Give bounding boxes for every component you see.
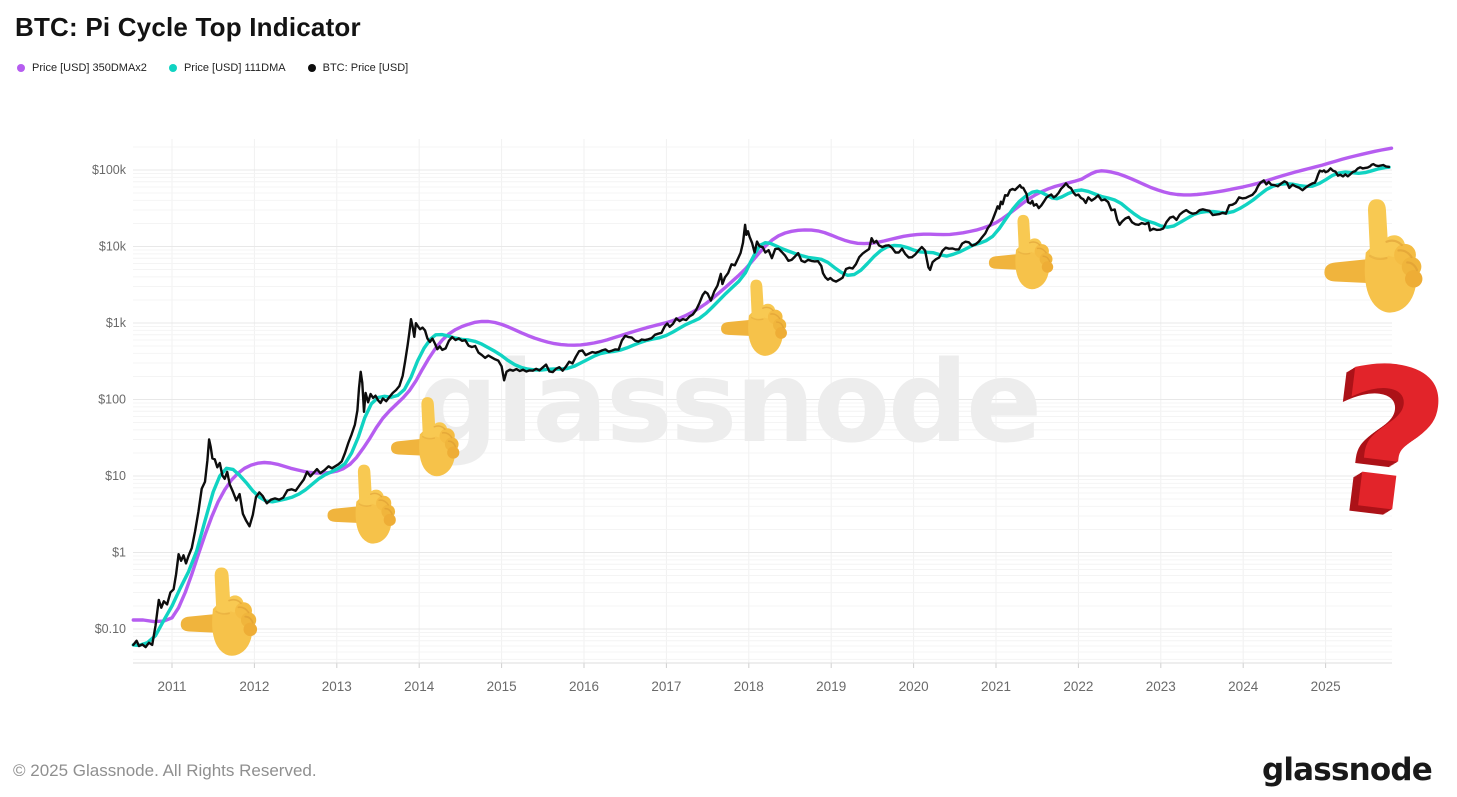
legend-item-label: Price [USD] 111DMA (183, 62, 286, 74)
series-line-btc-price-usd- (132, 162, 1391, 649)
svg-text:?: ? (1315, 324, 1455, 563)
y-axis-tick-label: $1 (112, 546, 126, 560)
x-axis-tick-label: 2012 (239, 679, 269, 694)
series-line-price-usd-111dma (131, 165, 1391, 648)
x-axis-tick-label: 2020 (899, 679, 929, 694)
svg-text:?: ? (1314, 325, 1454, 564)
x-axis-tick-label: 2014 (404, 679, 435, 694)
svg-text:?: ? (1320, 322, 1457, 561)
svg-text:?: ? (1311, 327, 1451, 566)
plot-area[interactable] (133, 139, 1392, 663)
x-axis-tick-label: 2011 (157, 679, 186, 694)
series-lines (131, 146, 1394, 649)
y-axis-tick-label: $10 (105, 469, 126, 483)
legend-dot-icon (168, 64, 177, 72)
axes: 2011 2012 2013 2014 2015 2016 2017 2018 2019 2020… (92, 163, 1392, 694)
annotation-markers: ????????? (179, 198, 1457, 657)
svg-text:?: ? (1316, 324, 1456, 563)
x-axis-tick-label: 2021 (981, 679, 1011, 694)
y-axis-tick-label: $1k (106, 316, 127, 330)
legend-item-label: Price [USD] 350DMAx2 (32, 62, 147, 74)
svg-text:?: ? (1317, 323, 1457, 562)
x-axis-tick-label: 2024 (1228, 679, 1259, 694)
legend-item-btc-price-usd-[interactable]: BTC: Price [USD] (307, 62, 409, 74)
horizontal-gridlines (133, 146, 1392, 660)
x-axis-tick-label: 2018 (734, 679, 764, 694)
legend-item-price-usd-111dma[interactable]: Price [USD] 111DMA (168, 62, 286, 74)
legend: Price [USD] 350DMAx2 Price [USD] 111DMA BT… (17, 62, 408, 74)
glassnode-watermark: glassnode (418, 338, 1040, 468)
legend-dot-icon (17, 64, 25, 72)
y-axis-tick-label: $100k (92, 163, 127, 177)
x-axis-tick-label: 2019 (816, 679, 846, 694)
svg-text:?: ? (1319, 322, 1457, 561)
y-axis-tick-label: $100 (98, 393, 126, 407)
copyright-text: © 2025 Glassnode. All Rights Reserved. (13, 761, 317, 780)
svg-text:?: ? (1313, 326, 1453, 565)
x-axis-tick-label: 2025 (1311, 679, 1341, 694)
x-axis-tick-label: 2017 (651, 679, 681, 694)
x-axis-tick-label: 2022 (1063, 679, 1093, 694)
glassnode-logo: glassnode (1261, 752, 1433, 788)
page-title: BTC: Pi Cycle Top Indicator (15, 12, 361, 42)
question-mark-icon: ????????? (1311, 322, 1457, 566)
legend-item-price-usd-350dmax2[interactable]: Price [USD] 350DMAx2 (17, 62, 147, 74)
y-axis-tick-label: $0.10 (95, 622, 126, 636)
legend-dot-icon (307, 64, 316, 72)
x-axis-tick-label: 2023 (1146, 679, 1176, 694)
series-line-price-usd-350dmax2 (131, 146, 1394, 624)
svg-text:?: ? (1312, 326, 1452, 565)
x-axis-tick-label: 2015 (487, 679, 517, 694)
y-axis-tick-label: $10k (99, 240, 127, 254)
x-axis-tick-label: 2016 (569, 679, 599, 694)
legend-item-label: BTC: Price [USD] (322, 62, 409, 74)
x-axis-tick-label: 2013 (322, 679, 352, 694)
